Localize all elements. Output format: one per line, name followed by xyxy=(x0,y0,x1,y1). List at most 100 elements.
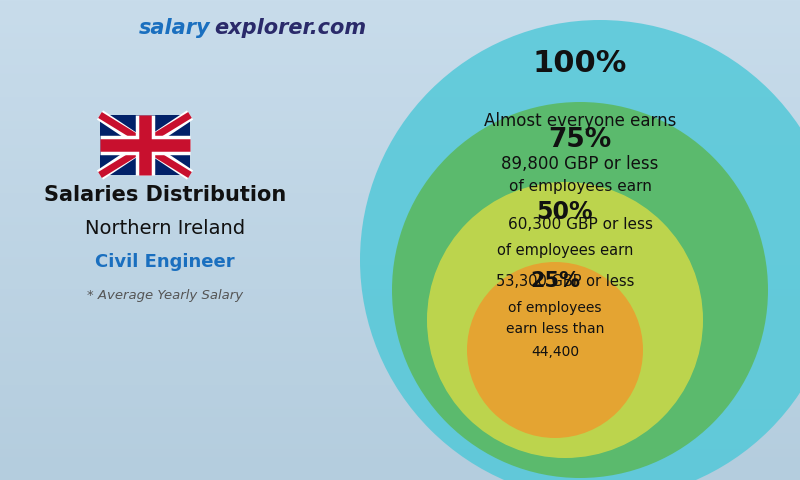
Bar xyxy=(0,131,800,132)
Bar xyxy=(0,478,800,479)
Bar xyxy=(0,215,800,216)
Bar xyxy=(0,139,800,140)
Bar xyxy=(0,78,800,79)
Bar xyxy=(0,169,800,170)
Bar xyxy=(0,61,800,62)
Bar xyxy=(0,425,800,426)
Bar xyxy=(0,21,800,22)
Bar xyxy=(0,466,800,467)
Bar xyxy=(0,419,800,420)
Bar xyxy=(0,253,800,254)
Bar xyxy=(0,19,800,20)
Bar xyxy=(0,407,800,408)
Bar xyxy=(0,257,800,258)
Bar xyxy=(0,196,800,197)
Bar xyxy=(0,108,800,109)
Bar xyxy=(0,330,800,331)
Bar xyxy=(0,69,800,70)
Bar xyxy=(0,201,800,202)
Bar xyxy=(0,216,800,217)
Bar xyxy=(0,101,800,102)
Bar xyxy=(0,90,800,91)
Bar xyxy=(0,231,800,232)
Bar xyxy=(0,290,800,291)
Bar xyxy=(0,34,800,35)
Bar xyxy=(0,384,800,385)
Bar xyxy=(0,325,800,326)
Bar xyxy=(0,233,800,234)
Bar xyxy=(0,305,800,306)
Bar xyxy=(0,388,800,389)
Bar xyxy=(0,431,800,432)
Bar xyxy=(0,382,800,383)
Bar xyxy=(0,96,800,97)
Bar xyxy=(0,463,800,464)
Bar xyxy=(0,122,800,123)
Bar xyxy=(0,381,800,382)
Bar xyxy=(0,5,800,6)
Bar xyxy=(0,58,800,59)
Bar xyxy=(0,440,800,441)
Bar xyxy=(0,351,800,352)
Bar xyxy=(0,447,800,448)
Bar xyxy=(0,156,800,157)
Bar xyxy=(0,226,800,227)
Bar xyxy=(0,81,800,82)
Bar xyxy=(0,340,800,341)
Bar xyxy=(0,286,800,287)
Bar xyxy=(0,400,800,401)
Bar xyxy=(0,167,800,168)
Bar xyxy=(0,306,800,307)
Bar xyxy=(0,377,800,378)
Text: Almost everyone earns: Almost everyone earns xyxy=(484,112,676,130)
Bar xyxy=(0,464,800,465)
Bar xyxy=(0,32,800,33)
Bar xyxy=(0,157,800,158)
Bar xyxy=(0,417,800,418)
Bar xyxy=(0,72,800,73)
Bar xyxy=(0,334,800,335)
Bar xyxy=(0,168,800,169)
Bar xyxy=(0,247,800,248)
Bar xyxy=(0,367,800,368)
Bar xyxy=(0,2,800,3)
Bar xyxy=(0,174,800,175)
Bar xyxy=(0,337,800,338)
Bar xyxy=(0,74,800,75)
Bar xyxy=(0,258,800,259)
Bar xyxy=(0,370,800,371)
Bar xyxy=(0,84,800,85)
Bar xyxy=(0,163,800,164)
Bar xyxy=(0,191,800,192)
Bar xyxy=(0,307,800,308)
Bar xyxy=(0,328,800,329)
Bar xyxy=(0,326,800,327)
Bar xyxy=(0,98,800,99)
Bar xyxy=(0,292,800,293)
Bar xyxy=(0,461,800,462)
Bar xyxy=(0,53,800,54)
Bar xyxy=(0,429,800,430)
Bar xyxy=(0,435,800,436)
Bar xyxy=(0,277,800,278)
Bar xyxy=(0,18,800,19)
Bar xyxy=(0,255,800,256)
Bar xyxy=(0,332,800,333)
Bar xyxy=(0,68,800,69)
Bar xyxy=(0,336,800,337)
Bar xyxy=(0,252,800,253)
Bar xyxy=(0,422,800,423)
Bar xyxy=(0,378,800,379)
Text: 25%: 25% xyxy=(530,271,580,291)
Bar xyxy=(0,246,800,247)
Bar xyxy=(0,165,800,166)
Bar xyxy=(0,192,800,193)
Bar xyxy=(0,116,800,117)
Bar xyxy=(0,373,800,374)
Bar xyxy=(0,141,800,142)
Bar xyxy=(0,365,800,366)
Bar xyxy=(0,189,800,190)
Bar xyxy=(0,474,800,475)
Bar xyxy=(0,285,800,286)
Bar xyxy=(0,355,800,356)
